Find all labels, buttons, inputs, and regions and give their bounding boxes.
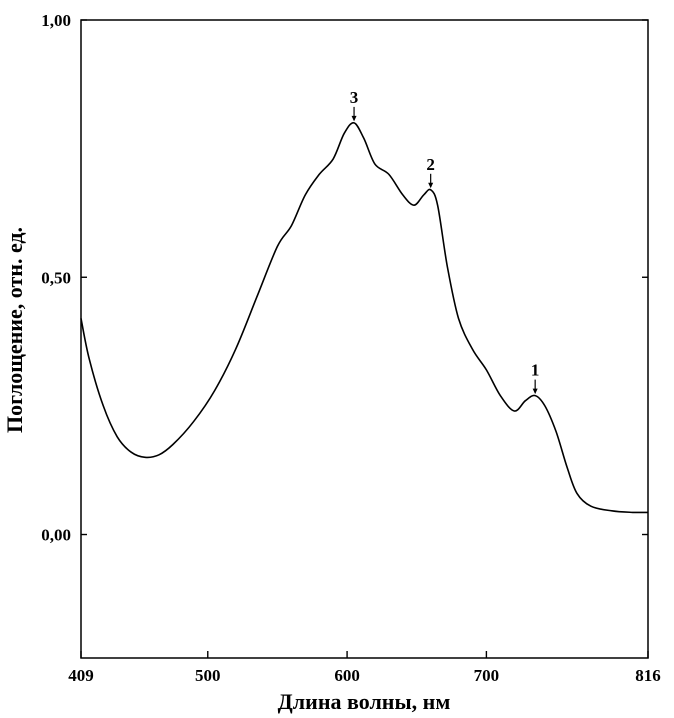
- y-tick-label-1: 0,50: [41, 268, 71, 287]
- peak-arrow-head-1: [532, 388, 538, 395]
- x-tick-label-0: 409: [68, 666, 94, 685]
- plot-frame: [80, 19, 649, 659]
- y-tick-label-2: 0,00: [41, 526, 71, 545]
- peak-label-2: 2: [426, 155, 435, 174]
- absorption-curve: [80, 122, 649, 514]
- peak-arrow-head-2: [428, 182, 434, 189]
- peak-annotations: 1 2 3: [350, 88, 540, 395]
- x-tick-label-2: 600: [334, 666, 360, 685]
- x-tick-label-4: 816: [635, 666, 661, 685]
- x-tick-label-3: 700: [474, 666, 500, 685]
- peak-label-3: 3: [350, 88, 359, 107]
- x-axis-title: Длина волны, нм: [278, 689, 451, 714]
- y-axis-title: Поглощение, отн. ед.: [2, 227, 27, 433]
- y-tick-label-0: 1,00: [41, 11, 71, 30]
- peak-arrow-head-3: [351, 115, 357, 122]
- peak-label-1: 1: [531, 361, 540, 380]
- x-axis-ticks: 409 500 600 700 816: [68, 651, 661, 685]
- y-axis-ticks: 1,00 0,50 0,00: [41, 11, 648, 545]
- x-tick-label-1: 500: [195, 666, 221, 685]
